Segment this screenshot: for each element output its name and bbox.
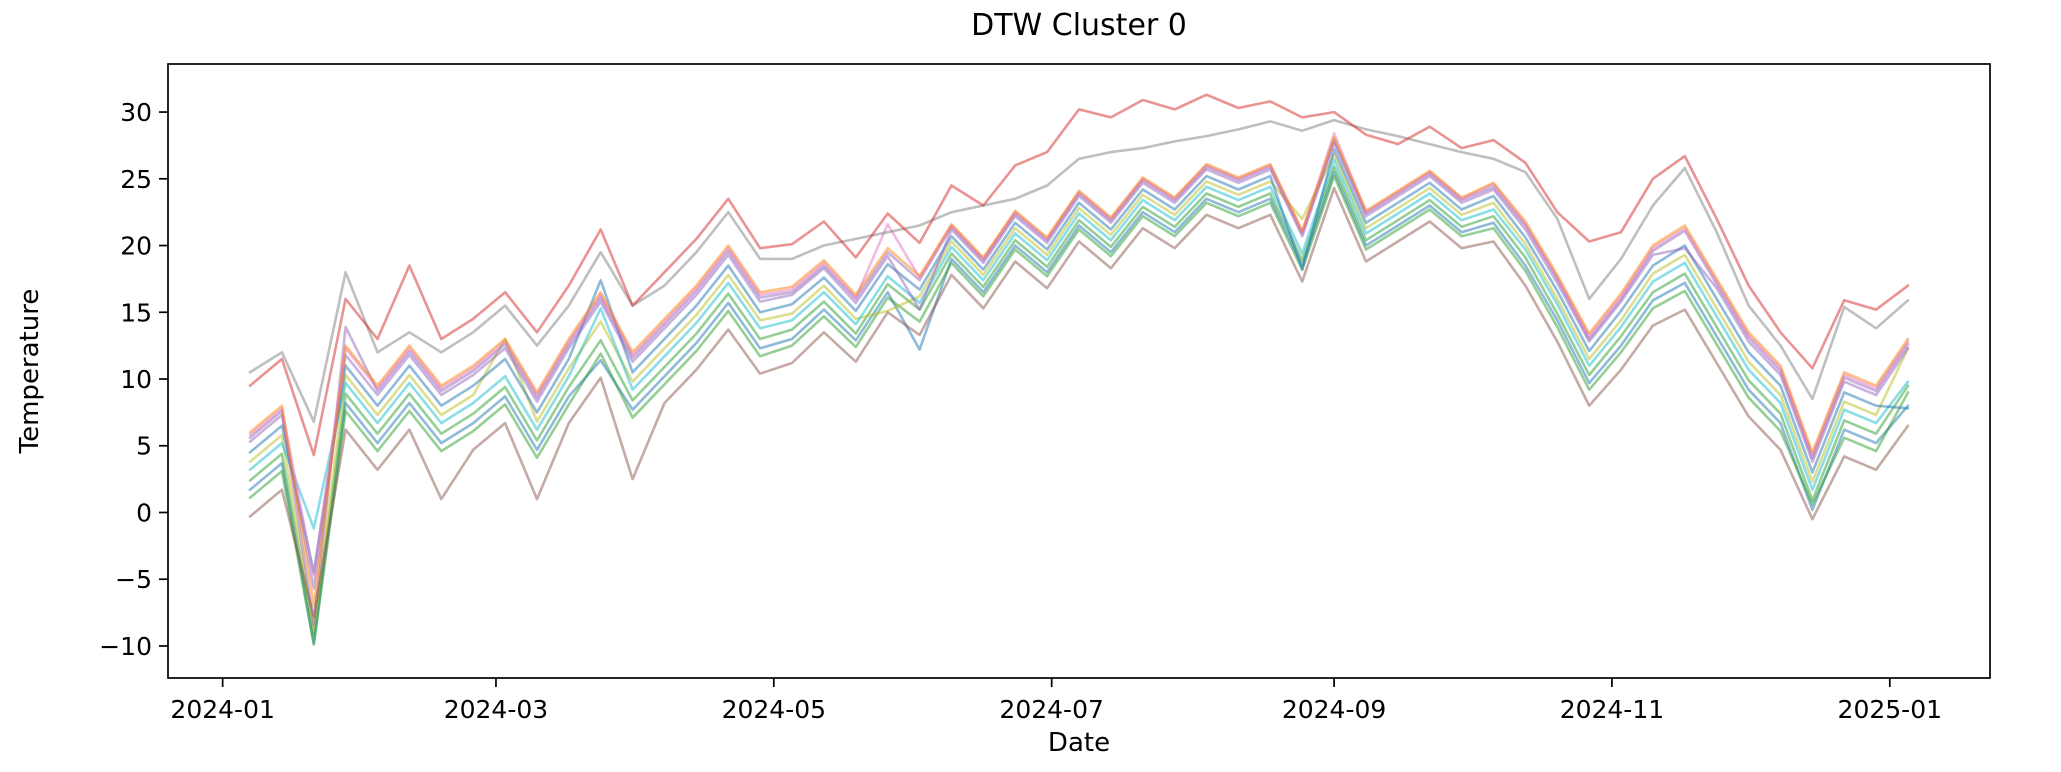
series-line-member-02	[248, 174, 1910, 646]
y-tick-label: 5	[136, 432, 152, 461]
chart-title: DTW Cluster 0	[971, 8, 1187, 43]
x-tick-label: 2024-11	[1560, 695, 1664, 724]
series-line-member-07	[248, 141, 1910, 590]
y-tick-label: −5	[115, 565, 152, 594]
y-tick-label: −10	[99, 632, 152, 661]
series-line-member-01	[248, 170, 1910, 645]
series-line-member-06	[248, 148, 1910, 574]
x-axis-label: Date	[1047, 728, 1111, 758]
x-tick-label: 2024-07	[999, 695, 1103, 724]
y-tick-label: 10	[120, 365, 152, 394]
x-tick-label: 2024-09	[1282, 695, 1386, 724]
y-tick-label: 30	[120, 98, 152, 127]
x-tick-label: 2024-03	[444, 695, 548, 724]
series-line-member-12	[248, 118, 1910, 424]
y-tick-label: 0	[136, 498, 152, 527]
series-line-member-03	[248, 165, 1910, 636]
x-tick-label: 2025-01	[1838, 695, 1942, 724]
series-line-member-11	[248, 186, 1910, 618]
series-line-member-05	[248, 158, 1910, 530]
y-tick-label: 25	[120, 165, 152, 194]
y-tick-label: 15	[120, 298, 152, 327]
axes-frame	[167, 63, 1991, 679]
series-line-member-13	[248, 93, 1910, 457]
series-line-member-10	[248, 136, 1910, 608]
x-tick-label: 2024-05	[722, 695, 826, 724]
y-tick-label: 20	[120, 232, 152, 261]
x-tick-label: 2024-01	[170, 695, 274, 724]
y-axis-label: Temperature	[15, 288, 45, 454]
